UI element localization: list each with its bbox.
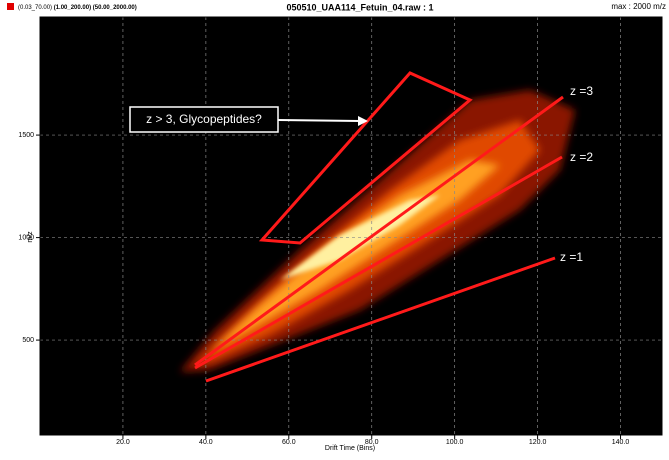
x-tick-label: 100.0 [446,439,464,446]
max-label: max : 2000 m/z [611,2,666,11]
header-ranges-bold: (1.00_200.00) (50.00_2000.00) [54,5,137,11]
annotation-shapes [194,71,564,383]
chart-title: 050510_UAA114_Fetuin_04.raw : 1 [286,2,433,12]
x-tick-label: 80.0 [365,439,379,446]
y-axis-label: m/z [27,231,34,243]
annotation-arrow [277,119,361,122]
z1-line [205,256,556,383]
x-tick-label: 140.0 [612,439,630,446]
annotation-box [129,106,279,133]
header-swatch [7,3,14,10]
z3-line [194,95,564,367]
x-tick-label: 60.0 [282,439,296,446]
grid [40,17,662,435]
y-tick-label: 1500 [18,132,34,139]
z2-line [194,155,563,370]
charge-label: z =2 [570,150,593,164]
x-axis-label: Drift Time (Bins) [325,445,375,452]
x-tick-label: 40.0 [199,439,213,446]
header-ranges-text: (0.03_70.00) [18,5,52,11]
y-tick-label: 500 [22,337,34,344]
plot-frame [39,16,663,436]
x-tick-label: 20.0 [116,439,130,446]
annotation-text: z > 3, Glycopeptides? [146,112,262,126]
cloud-inner [210,160,500,352]
charge-label: z =1 [560,250,583,264]
annotation-arrowhead [358,116,368,126]
glyco-region [258,71,473,245]
y-tick-label: 1000 [18,234,34,241]
charge-label: z =3 [570,84,593,98]
header-ranges: (0.03_70.00) (1.00_200.00) (50.00_2000.0… [18,5,137,11]
x-tick-label: 120.0 [529,439,547,446]
